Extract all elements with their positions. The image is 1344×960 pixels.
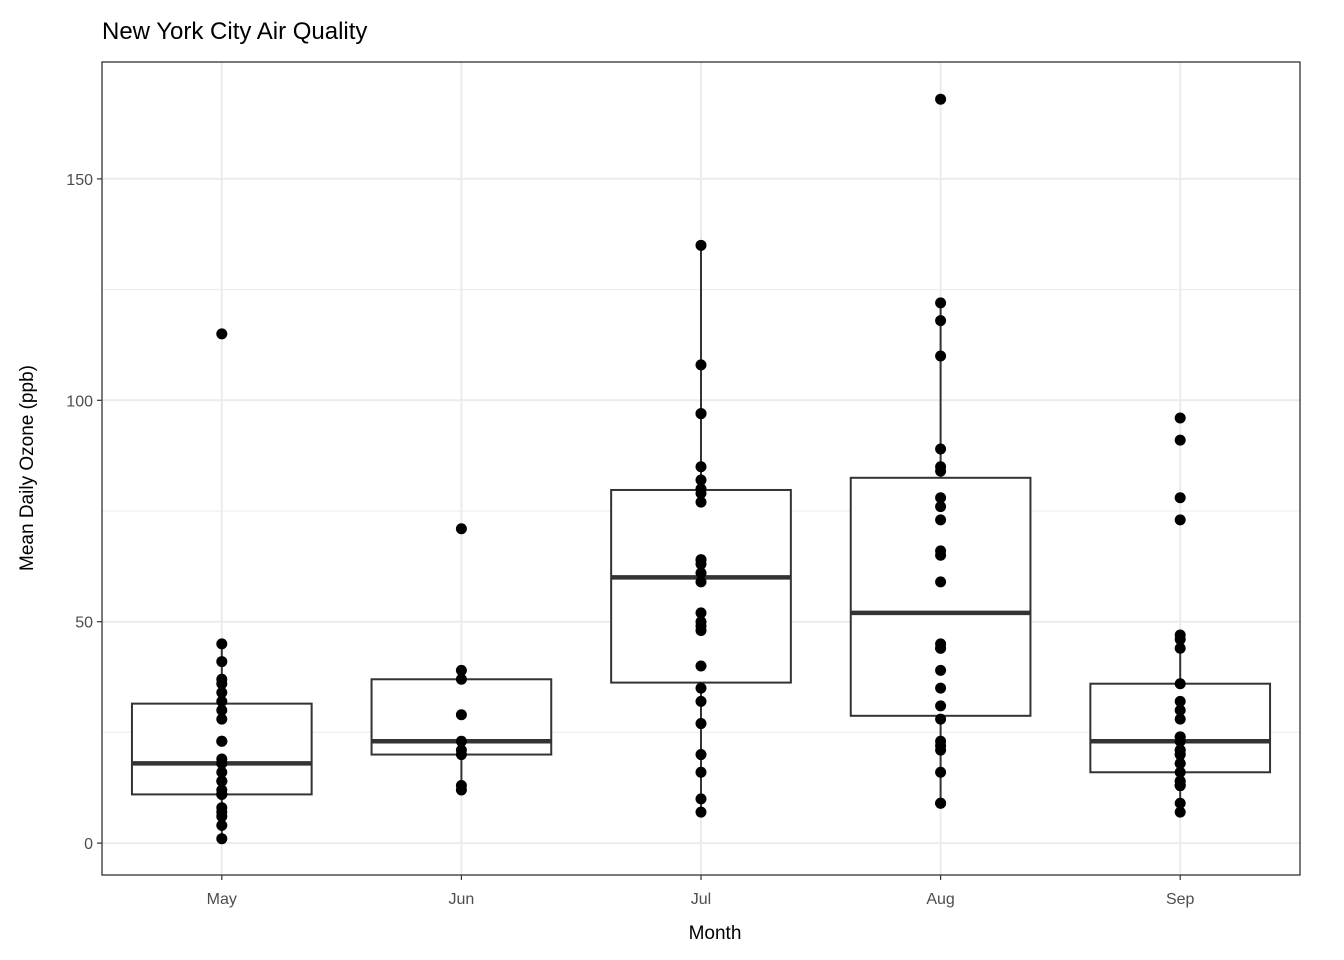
y-tick-label: 150	[66, 172, 93, 189]
data-point	[935, 638, 947, 650]
data-point	[695, 806, 707, 818]
data-point	[695, 567, 707, 579]
data-point	[1174, 434, 1186, 446]
x-tick-label: Sep	[1166, 891, 1195, 908]
data-point	[1174, 678, 1186, 690]
data-point	[216, 656, 228, 668]
data-point	[1174, 744, 1186, 756]
data-point	[1174, 797, 1186, 809]
data-point	[695, 682, 707, 694]
data-point	[1174, 766, 1186, 778]
data-point	[216, 713, 228, 725]
data-point	[695, 239, 707, 251]
data-point	[216, 753, 228, 765]
data-point	[695, 554, 707, 566]
data-point	[935, 713, 947, 725]
data-point	[935, 297, 947, 309]
y-tick-label: 0	[84, 836, 93, 853]
x-axis-title: Month	[689, 923, 742, 944]
data-point	[935, 461, 947, 473]
data-point	[695, 793, 707, 805]
data-point	[1174, 695, 1186, 707]
y-axis-title: Mean Daily Ozone (ppb)	[17, 365, 38, 571]
data-point	[935, 443, 947, 455]
data-point	[216, 819, 228, 831]
data-point	[695, 408, 707, 420]
data-point	[216, 328, 228, 340]
data-point	[216, 833, 228, 845]
data-point	[1174, 713, 1186, 725]
data-point	[216, 784, 228, 796]
data-point	[935, 501, 947, 513]
data-point	[1174, 412, 1186, 424]
data-point	[216, 735, 228, 747]
data-point	[455, 673, 467, 685]
data-point	[695, 718, 707, 730]
data-point	[216, 704, 228, 716]
data-point	[455, 744, 467, 756]
data-point	[935, 492, 947, 504]
x-tick-label: Aug	[926, 891, 954, 908]
data-point	[1174, 629, 1186, 641]
data-point	[216, 673, 228, 685]
data-point	[1174, 757, 1186, 769]
data-point	[935, 735, 947, 747]
data-point	[935, 700, 947, 712]
data-point	[455, 780, 467, 792]
data-point	[695, 483, 707, 495]
data-point	[695, 607, 707, 619]
data-point	[695, 695, 707, 707]
data-point	[455, 709, 467, 721]
data-point	[935, 664, 947, 676]
data-point	[935, 682, 947, 694]
y-tick-label: 100	[66, 393, 93, 410]
data-point	[695, 766, 707, 778]
data-point	[695, 359, 707, 371]
x-tick-label: May	[207, 891, 237, 908]
data-point	[695, 461, 707, 473]
data-point	[455, 735, 467, 747]
data-point	[216, 638, 228, 650]
data-point	[935, 576, 947, 588]
data-point	[1174, 775, 1186, 787]
data-point	[935, 350, 947, 362]
data-point	[935, 93, 947, 105]
data-point	[1174, 492, 1186, 504]
y-tick-label: 50	[75, 615, 93, 632]
data-point	[695, 576, 707, 588]
data-point	[935, 766, 947, 778]
data-point	[455, 664, 467, 676]
data-point	[1174, 514, 1186, 526]
data-point	[1174, 642, 1186, 654]
data-point	[1174, 731, 1186, 743]
data-point	[695, 660, 707, 672]
data-point	[216, 687, 228, 699]
data-point	[695, 616, 707, 628]
x-tick-label: Jun	[449, 891, 475, 908]
x-tick-label: Jul	[691, 891, 711, 908]
data-point	[455, 523, 467, 535]
data-point	[216, 766, 228, 778]
data-point	[216, 695, 228, 707]
data-point	[935, 315, 947, 327]
data-point	[216, 802, 228, 814]
data-point	[695, 749, 707, 761]
data-point	[216, 775, 228, 787]
data-point	[935, 545, 947, 557]
data-point	[1174, 704, 1186, 716]
data-point	[1174, 806, 1186, 818]
data-point	[935, 797, 947, 809]
data-point	[935, 514, 947, 526]
chart-title: New York City Air Quality	[102, 18, 367, 45]
box-Aug	[849, 476, 1032, 717]
data-point	[695, 474, 707, 486]
data-point	[695, 496, 707, 508]
